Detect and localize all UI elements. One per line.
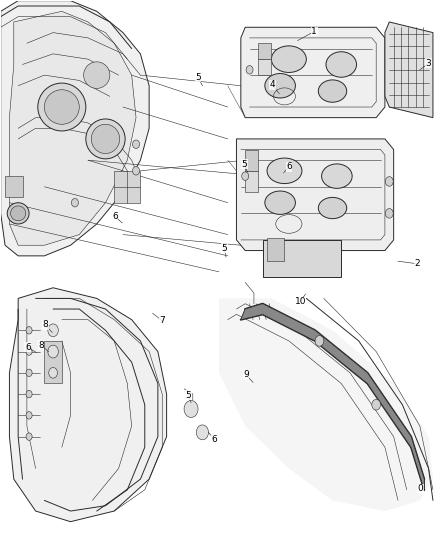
Text: 10: 10 bbox=[294, 297, 306, 306]
Text: 5: 5 bbox=[195, 72, 201, 82]
Ellipse shape bbox=[265, 191, 295, 214]
Text: 1: 1 bbox=[311, 27, 317, 36]
Ellipse shape bbox=[242, 172, 249, 180]
Ellipse shape bbox=[44, 90, 79, 124]
Polygon shape bbox=[245, 150, 258, 171]
Polygon shape bbox=[1, 1, 149, 256]
Ellipse shape bbox=[84, 62, 110, 88]
Polygon shape bbox=[10, 288, 166, 522]
Ellipse shape bbox=[26, 411, 32, 419]
Text: 8: 8 bbox=[38, 341, 44, 350]
Ellipse shape bbox=[196, 425, 208, 440]
Polygon shape bbox=[385, 22, 433, 118]
Polygon shape bbox=[258, 43, 272, 59]
Polygon shape bbox=[241, 27, 385, 118]
Polygon shape bbox=[258, 59, 272, 75]
Ellipse shape bbox=[91, 124, 120, 154]
Ellipse shape bbox=[7, 203, 29, 224]
Ellipse shape bbox=[48, 324, 58, 337]
Text: 6: 6 bbox=[286, 162, 292, 171]
Text: 5: 5 bbox=[186, 391, 191, 400]
Ellipse shape bbox=[26, 433, 32, 440]
Text: 9: 9 bbox=[243, 370, 249, 379]
Ellipse shape bbox=[38, 83, 86, 131]
Ellipse shape bbox=[26, 369, 32, 376]
Ellipse shape bbox=[26, 348, 32, 356]
Ellipse shape bbox=[71, 198, 78, 207]
Polygon shape bbox=[219, 298, 433, 511]
Ellipse shape bbox=[265, 74, 295, 98]
Ellipse shape bbox=[133, 166, 140, 175]
Ellipse shape bbox=[26, 327, 32, 334]
Ellipse shape bbox=[318, 197, 347, 219]
Ellipse shape bbox=[321, 164, 352, 188]
Polygon shape bbox=[245, 171, 258, 192]
Ellipse shape bbox=[385, 208, 393, 218]
Ellipse shape bbox=[385, 176, 393, 186]
Polygon shape bbox=[237, 139, 394, 251]
Text: 5: 5 bbox=[241, 160, 247, 169]
Ellipse shape bbox=[49, 368, 57, 378]
Text: 4: 4 bbox=[269, 80, 275, 89]
Text: 6: 6 bbox=[112, 212, 118, 221]
Ellipse shape bbox=[246, 66, 253, 74]
Text: 0: 0 bbox=[418, 484, 424, 493]
Text: 2: 2 bbox=[415, 260, 420, 268]
Ellipse shape bbox=[272, 46, 306, 72]
Polygon shape bbox=[5, 176, 22, 197]
Ellipse shape bbox=[133, 140, 140, 149]
Ellipse shape bbox=[184, 400, 198, 417]
Text: 6: 6 bbox=[25, 343, 31, 352]
Ellipse shape bbox=[267, 158, 302, 183]
Ellipse shape bbox=[326, 52, 357, 77]
Text: 3: 3 bbox=[426, 59, 431, 68]
Ellipse shape bbox=[48, 345, 58, 358]
Ellipse shape bbox=[11, 206, 26, 221]
Polygon shape bbox=[114, 171, 141, 203]
Text: 6: 6 bbox=[212, 435, 218, 445]
Polygon shape bbox=[263, 240, 341, 277]
Polygon shape bbox=[10, 11, 136, 245]
Text: 5: 5 bbox=[221, 244, 227, 253]
Ellipse shape bbox=[86, 119, 125, 159]
Text: 8: 8 bbox=[42, 320, 48, 329]
Ellipse shape bbox=[318, 80, 347, 102]
Polygon shape bbox=[44, 341, 62, 383]
Ellipse shape bbox=[26, 390, 32, 398]
Polygon shape bbox=[241, 304, 424, 490]
Ellipse shape bbox=[372, 399, 381, 410]
Text: 7: 7 bbox=[159, 316, 165, 325]
Ellipse shape bbox=[315, 336, 324, 346]
Polygon shape bbox=[267, 238, 285, 261]
